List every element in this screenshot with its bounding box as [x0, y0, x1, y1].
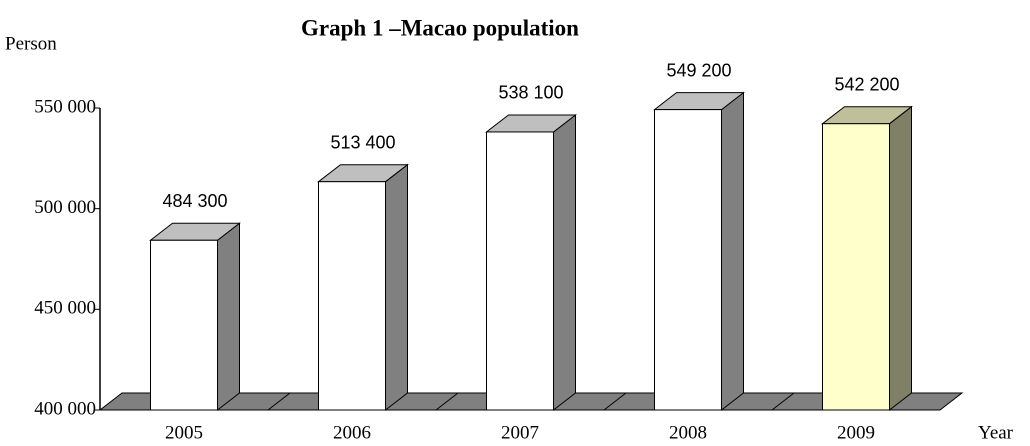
floor-divider — [603, 392, 627, 411]
bar — [822, 123, 890, 411]
value-label: 549 200 — [666, 60, 731, 80]
value-label: 513 400 — [330, 132, 395, 152]
value-label: 542 200 — [834, 74, 899, 94]
y-tick-label: 400 000 — [34, 398, 96, 419]
chart-title: Graph 1 –Macao population — [301, 15, 579, 40]
bar — [150, 239, 218, 411]
floor-divider — [267, 392, 291, 411]
bar-side — [553, 113, 576, 412]
bar-side — [889, 105, 912, 412]
x-axis-label: Year — [978, 422, 1014, 443]
y-tick-label: 500 000 — [34, 197, 96, 218]
x-tick-label: 2009 — [837, 422, 875, 443]
bar — [486, 131, 554, 411]
bar-side — [217, 222, 240, 412]
floor-divider — [435, 392, 459, 411]
x-tick-label: 2007 — [501, 422, 539, 443]
y-tick-label: 450 000 — [34, 298, 96, 319]
x-tick-label: 2008 — [669, 422, 707, 443]
y-axis-label: Person — [5, 33, 57, 54]
x-tick-label: 2006 — [333, 422, 371, 443]
bar-side — [385, 163, 408, 412]
bar — [654, 109, 722, 411]
value-label: 484 300 — [162, 191, 227, 211]
bar — [318, 181, 386, 411]
floor-divider — [771, 392, 795, 411]
x-tick-label: 2005 — [165, 422, 203, 443]
y-tick-label: 550 000 — [34, 96, 96, 117]
value-label: 538 100 — [498, 83, 563, 103]
bar-side — [721, 91, 744, 412]
